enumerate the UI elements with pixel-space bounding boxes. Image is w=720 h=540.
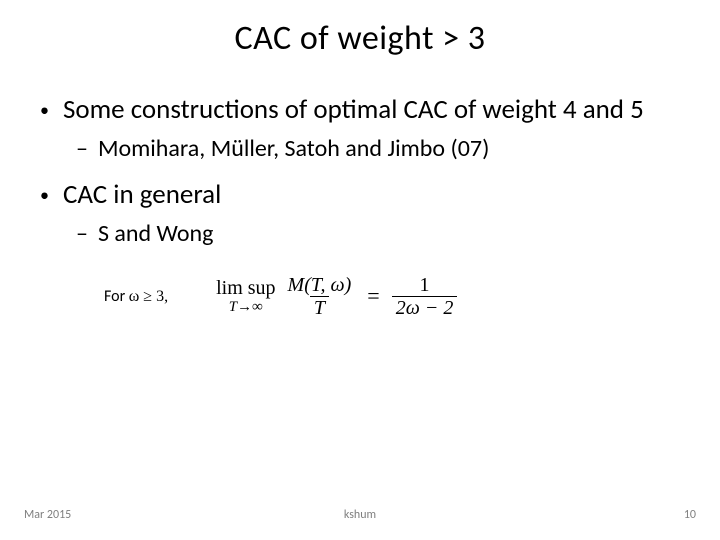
lhs-denominator: T [310, 296, 329, 318]
bullet-text: S and Wong [98, 218, 214, 249]
bullet-item: – Momihara, Müller, Satoh and Jimbo (07) [76, 133, 680, 164]
limsup-sub: T→∞ [229, 300, 263, 315]
bullet-text: Some constructions of optimal CAC of wei… [63, 93, 644, 127]
slide: CAC of weight > 3 • Some constructions o… [0, 0, 720, 540]
lhs-fraction: M(T, ω) T [284, 275, 356, 318]
bullet-marker: – [76, 133, 88, 164]
footer-date: Mar 2015 [24, 508, 71, 522]
for-expr: ω ≥ 3, [129, 288, 168, 305]
bullet-item: • CAC in general [40, 178, 680, 212]
rhs-numerator: 1 [416, 275, 434, 296]
limsup-top: lim sup [216, 278, 275, 298]
for-prefix: For [104, 287, 129, 306]
footer-author: kshum [344, 508, 376, 522]
limsup: lim sup T→∞ [216, 278, 275, 315]
bullet-text: CAC in general [63, 178, 221, 212]
equals-sign: = [363, 283, 383, 309]
rhs-denominator: 2ω − 2 [392, 296, 458, 318]
condition-text: For ω ≥ 3, [104, 287, 168, 306]
bullet-marker: – [76, 218, 88, 249]
slide-title: CAC of weight > 3 [40, 18, 680, 59]
bullet-marker: • [40, 184, 49, 207]
condition-line: For ω ≥ 3, lim sup T→∞ M(T, ω) T = 1 2ω … [104, 275, 680, 318]
bullet-marker: • [40, 99, 49, 122]
formula: lim sup T→∞ M(T, ω) T = 1 2ω − 2 [216, 275, 457, 318]
bullet-item: – S and Wong [76, 218, 680, 249]
rhs-fraction: 1 2ω − 2 [392, 275, 458, 318]
footer-page-number: 10 [684, 508, 696, 522]
lhs-numerator: M(T, ω) [284, 275, 356, 296]
bullet-text: Momihara, Müller, Satoh and Jimbo (07) [98, 133, 489, 164]
bullet-item: • Some constructions of optimal CAC of w… [40, 93, 680, 127]
